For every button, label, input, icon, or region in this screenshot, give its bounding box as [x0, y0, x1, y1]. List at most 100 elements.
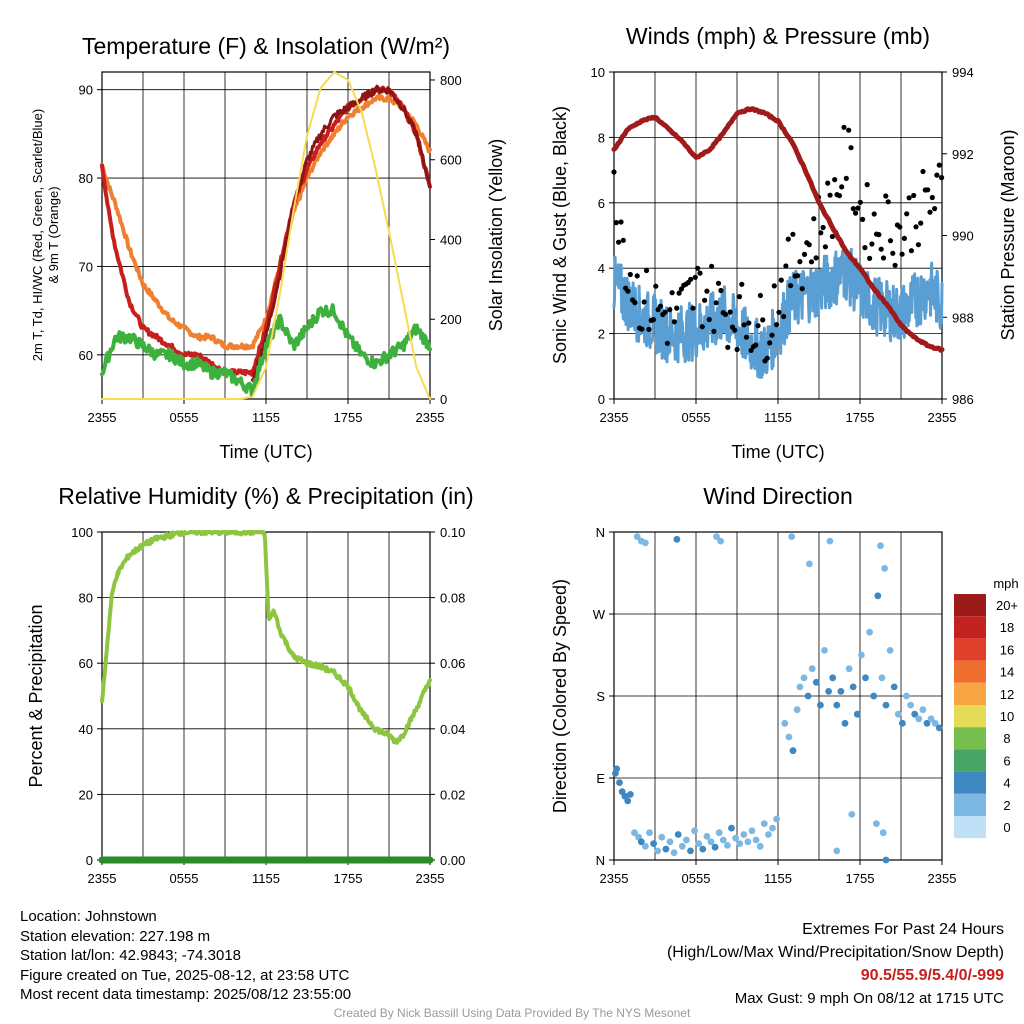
wind-direction-point [841, 719, 849, 727]
legend-label: 4 [1003, 776, 1010, 791]
gust-point [671, 319, 678, 325]
legend-label: 0 [1003, 820, 1010, 835]
extremes-values: 90.5/55.9/5.4/0/-999 [860, 967, 1004, 984]
legend-label: 14 [1000, 665, 1014, 680]
panel2-xtick-label: 2355 [928, 410, 957, 425]
gust-point [846, 127, 852, 133]
pressure-y-axis-label: Station Pressure (Maroon) [998, 129, 1018, 340]
gust-point [813, 255, 819, 261]
gust-point [850, 206, 856, 212]
wind-direction-point [637, 838, 645, 846]
gust-point [925, 187, 931, 193]
wind-direction-point [724, 842, 731, 849]
wind-direction-point [821, 647, 828, 654]
wind-direction-point [881, 565, 888, 572]
panel3-ytick-label: 80 [79, 591, 93, 606]
gust-point [709, 263, 715, 269]
gust-point [741, 322, 747, 328]
panel3-ytick-label: 60 [79, 656, 93, 671]
gust-point [650, 317, 657, 323]
legend-label: 6 [1003, 753, 1010, 768]
legend-title: mph [993, 576, 1018, 591]
wind-direction-point [717, 537, 724, 545]
gust-point [611, 169, 617, 175]
wind-direction-point [642, 842, 649, 850]
gust-point [643, 267, 650, 274]
wind-direction-point [808, 665, 816, 673]
wind-direction-point [760, 820, 768, 827]
sonic-wind-line [612, 247, 944, 379]
wind-direction-point [804, 692, 812, 700]
gust-point [688, 276, 694, 282]
wind-direction-point [616, 779, 623, 786]
wind-direction-point [670, 849, 678, 857]
gust-point [725, 344, 731, 350]
gust-point [646, 326, 652, 332]
dewpoint-line [100, 303, 432, 397]
gust-point [897, 224, 903, 230]
relative-humidity-line [100, 530, 432, 745]
gust-point [876, 232, 882, 238]
wind-direction-point [793, 706, 801, 714]
gust-point [727, 309, 733, 315]
wind-direction-point [711, 843, 719, 851]
wind-direction-point [866, 628, 873, 636]
panel1-ytick-label: 60 [79, 348, 93, 363]
gust-point [929, 194, 935, 201]
panel3-y2tick-label: 0.00 [440, 853, 465, 868]
panel2-y2tick-label: 988 [952, 310, 974, 325]
panel3-ytick-label: 20 [79, 787, 93, 802]
legend-label: 2 [1003, 798, 1010, 813]
gust-point [706, 316, 712, 323]
gust-point [871, 211, 877, 217]
panel1-xtick-label: 1755 [334, 410, 363, 425]
wind-direction-point [789, 747, 797, 755]
gust-point [799, 286, 805, 292]
gust-point [625, 288, 631, 294]
wind-direction-point [935, 724, 943, 732]
gust-point [764, 355, 770, 361]
wind-direction-point [800, 674, 808, 682]
gust-point [732, 327, 738, 333]
gust-point [857, 199, 863, 205]
gust-point [811, 216, 817, 222]
legend-label: 10 [1000, 709, 1014, 724]
gust-point [869, 241, 875, 247]
wind-direction-point [744, 838, 752, 846]
recent-text: Most recent data timestamp: 2025/08/12 2… [20, 986, 352, 1003]
wind-chart-title: Winds (mph) & Pressure (mb) [626, 23, 930, 49]
gust-point [836, 193, 843, 199]
gust-point [892, 262, 898, 268]
gust-point [825, 180, 831, 186]
wind-direction-point [894, 710, 902, 718]
credit-text: Created By Nick Bassill Using Data Provi… [333, 1006, 691, 1020]
temp-chart-title: Temperature (F) & Insolation (W/m²) [82, 33, 450, 59]
gust-point [697, 270, 703, 276]
gust-point [757, 292, 764, 299]
wind-direction-point [931, 719, 939, 727]
panel3-xtick-label: 0555 [170, 871, 199, 886]
wind-direction-point [862, 674, 869, 682]
wind-direction-point [845, 665, 853, 673]
wind-direction-point [765, 831, 772, 838]
gust-point [890, 250, 896, 256]
wind-direction-point [899, 719, 906, 727]
gust-point [702, 297, 708, 303]
gust-point [797, 259, 803, 265]
gust-point [760, 317, 766, 323]
panel1-y2tick-label: 200 [440, 312, 462, 327]
gust-point [790, 231, 796, 237]
temp-y-axis-label-line2: & 9m T (Orange) [46, 186, 61, 283]
panel1-border [101, 71, 431, 400]
gust-point [913, 224, 919, 230]
gust-point [746, 320, 752, 326]
wind-direction-point [806, 560, 813, 568]
gust-point [883, 193, 889, 199]
extremes-title: Extremes For Past 24 Hours [802, 921, 1004, 938]
panel1-xtick-label: 2355 [88, 410, 117, 425]
panel3-y2tick-label: 0.04 [440, 722, 465, 737]
gust-point [806, 242, 812, 248]
gust-point [906, 195, 912, 201]
panel2-ytick-label: 2 [598, 327, 605, 342]
gust-point [785, 236, 791, 242]
